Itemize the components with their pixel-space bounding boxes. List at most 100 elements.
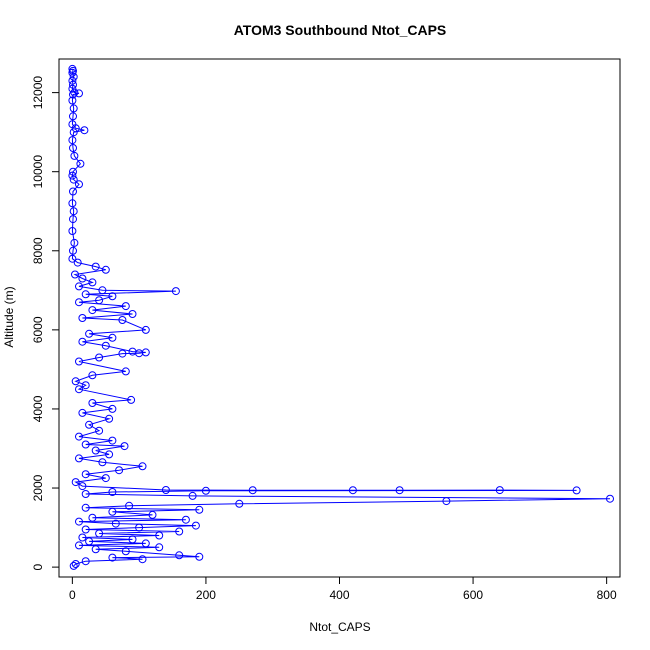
- data-point: [69, 80, 77, 89]
- data-point: [69, 207, 78, 216]
- data-point: [138, 462, 147, 471]
- data-point: [572, 486, 581, 495]
- data-point: [175, 527, 184, 536]
- y-tick-label: 12000: [31, 76, 45, 110]
- data-point: [68, 84, 77, 93]
- data-point: [75, 454, 83, 463]
- data-point: [68, 199, 77, 208]
- data-point: [108, 553, 117, 562]
- data-point: [348, 486, 357, 495]
- data-point: [101, 341, 110, 350]
- x-tick-label: 200: [196, 588, 216, 602]
- y-tick-label: 4000: [31, 395, 45, 422]
- data-point: [161, 486, 170, 494]
- data-point: [81, 381, 90, 390]
- data-point: [85, 537, 94, 546]
- x-tick-label: 0: [69, 588, 76, 602]
- data-point: [175, 551, 184, 560]
- data-point: [155, 531, 164, 540]
- data-point: [101, 474, 110, 483]
- data-point: [115, 466, 124, 475]
- data-point: [69, 144, 77, 152]
- data-point: [195, 505, 204, 514]
- data-point: [81, 557, 90, 566]
- data-point: [69, 72, 78, 81]
- data-point: [235, 499, 244, 508]
- data-point: [75, 432, 83, 441]
- data-point: [75, 541, 83, 550]
- x-tick-label: 800: [597, 588, 617, 602]
- x-tick-label: 600: [463, 588, 483, 602]
- data-point: [69, 167, 77, 176]
- data-point: [85, 329, 94, 338]
- data-point: [81, 440, 90, 449]
- data-point: [105, 450, 114, 459]
- data-point: [120, 442, 129, 451]
- data-point: [75, 385, 83, 394]
- data-point: [95, 529, 104, 538]
- data-point: [121, 547, 130, 556]
- data-point: [101, 265, 110, 274]
- data-point: [606, 494, 614, 503]
- data-point: [118, 349, 127, 358]
- data-point: [181, 515, 190, 524]
- data-point: [69, 112, 77, 121]
- data-point: [88, 371, 97, 380]
- data-point: [195, 552, 204, 561]
- data-point: [69, 104, 78, 113]
- data-point: [80, 126, 89, 135]
- data-point: [75, 282, 83, 291]
- data-point: [69, 187, 77, 196]
- data-point: [128, 310, 137, 318]
- data-point: [78, 533, 87, 542]
- data-point: [118, 316, 127, 324]
- data-point: [76, 159, 85, 168]
- data-point: [121, 302, 130, 311]
- data-point: [108, 488, 117, 496]
- data-point: [75, 357, 83, 366]
- data-point: [111, 519, 120, 528]
- data-point: [78, 314, 87, 322]
- data-point: [68, 68, 77, 77]
- data-point: [68, 171, 77, 180]
- data-point: [68, 227, 77, 235]
- data-point: [88, 399, 97, 407]
- data-point: [69, 215, 77, 224]
- data-point: [98, 286, 107, 295]
- y-tick-label: 6000: [31, 316, 45, 343]
- x-tick-label: 400: [329, 588, 349, 602]
- data-point: [95, 296, 104, 305]
- data-point: [69, 246, 77, 255]
- y-axis: 0 2000 4000 6000 8000 10000 12000: [31, 76, 60, 570]
- data-point: [71, 560, 80, 568]
- data-point: [73, 258, 82, 267]
- data-point: [75, 298, 83, 307]
- y-tick-label: 10000: [31, 155, 45, 189]
- data-point: [135, 349, 144, 358]
- data-point: [442, 497, 451, 506]
- x-axis-label: Ntot_CAPS: [309, 620, 370, 634]
- data-point: [68, 254, 77, 263]
- data-point: [91, 446, 100, 455]
- data-point: [71, 124, 80, 133]
- data-point: [125, 501, 134, 510]
- data-point: [91, 545, 100, 554]
- data-point: [75, 180, 83, 189]
- data-point: [88, 513, 97, 522]
- data-point: [141, 325, 150, 334]
- data-point: [171, 287, 180, 296]
- data-point: [141, 539, 150, 548]
- data-point: [108, 404, 117, 413]
- data-point: [495, 486, 504, 495]
- data-point: [105, 414, 114, 423]
- data-point: [155, 543, 164, 552]
- data-point: [128, 535, 137, 544]
- series-line: [71, 68, 611, 567]
- data-point: [95, 353, 104, 362]
- data-point: [78, 337, 87, 346]
- data-point: [148, 510, 157, 519]
- data-point: [70, 151, 79, 160]
- data-point: [78, 274, 87, 283]
- data-point: [71, 377, 80, 386]
